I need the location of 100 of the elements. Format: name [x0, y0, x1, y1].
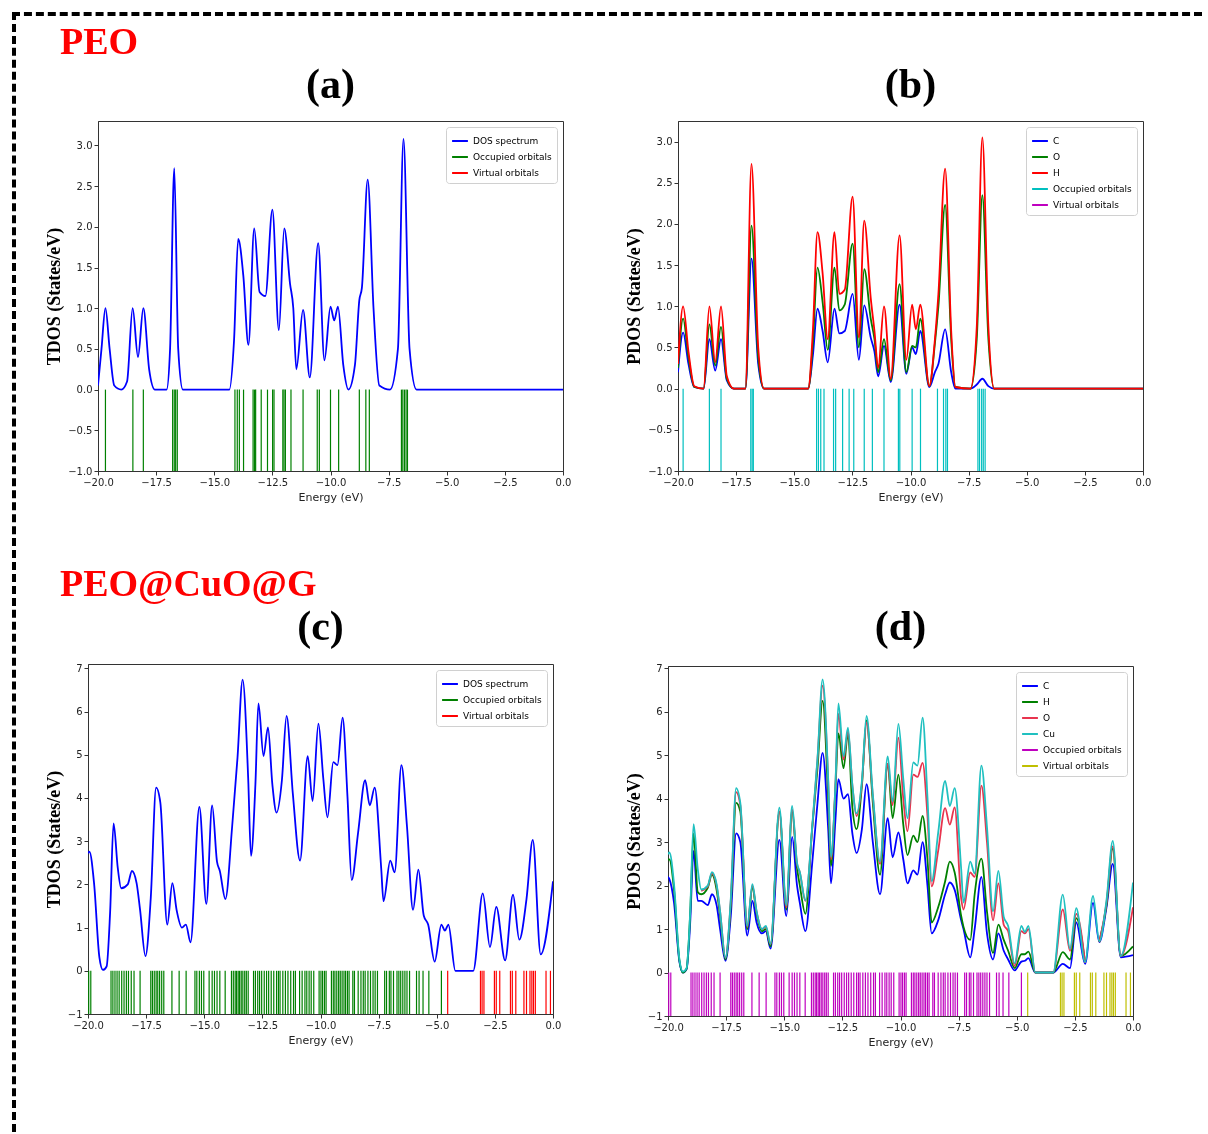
legend-label: Occupied orbitals — [1043, 745, 1122, 755]
x-tick-label: −5.0 — [425, 1019, 450, 1031]
x-tick-label: −7.5 — [376, 476, 402, 488]
y-tick-label: 1.0 — [656, 300, 673, 312]
y-tick-label: 5 — [656, 749, 663, 761]
x-tick-label: −15.0 — [769, 1021, 801, 1033]
y-tick-label: 2.5 — [76, 180, 93, 192]
text: PEO@CuO@G — [60, 562, 317, 604]
y-tick-label: 2 — [656, 880, 663, 892]
x-tick-label: −20.0 — [653, 1021, 684, 1033]
x-tick-label: −17.5 — [131, 1019, 162, 1031]
chart-title: (d) — [874, 603, 927, 651]
x-tick-label: −12.5 — [257, 476, 289, 488]
y-tick-label: 3.0 — [76, 139, 93, 151]
y-tick-label: 2.0 — [76, 221, 93, 233]
x-tick-label: 0.0 — [545, 1019, 562, 1031]
legend-label: Virtual orbitals — [1043, 761, 1110, 771]
y-tick-label: 5 — [76, 749, 83, 761]
legend-label: Virtual orbitals — [473, 168, 540, 178]
y-tick-label: 1.5 — [76, 262, 93, 274]
x-tick-label: 0.0 — [555, 476, 572, 488]
x-tick-label: −10.0 — [315, 476, 347, 488]
x-tick-label: −12.5 — [247, 1019, 279, 1031]
legend-label: O — [1043, 713, 1051, 723]
y-tick-label: 0.0 — [656, 383, 673, 395]
x-tick-label: −15.0 — [189, 1019, 221, 1031]
y-tick-label: 1.5 — [656, 259, 673, 271]
x-axis-title: Energy (eV) — [878, 490, 944, 504]
x-tick-label: 0.0 — [1135, 476, 1152, 488]
x-tick-label: −2.5 — [483, 1019, 508, 1031]
x-tick-label: −20.0 — [663, 476, 694, 488]
y-tick-label: 7 — [656, 662, 663, 674]
legend-label: C — [1043, 681, 1050, 691]
y-tick-label: 7 — [76, 662, 83, 674]
legend-label: Virtual orbitals — [463, 711, 530, 721]
y-tick-label: 1.0 — [76, 302, 93, 314]
legend-label: Virtual orbitals — [1053, 200, 1120, 210]
y-tick-label: 6 — [656, 706, 663, 718]
x-tick-label: −20.0 — [83, 476, 114, 488]
y-tick-label: 4 — [76, 792, 83, 804]
y-tick-label: 0.5 — [656, 341, 673, 353]
y-tick-label: 0 — [656, 967, 663, 979]
x-tick-label: −15.0 — [199, 476, 231, 488]
legend-label: Occupied orbitals — [473, 152, 552, 162]
x-tick-label: −2.5 — [1073, 476, 1098, 488]
y-tick-label: −1.0 — [68, 465, 93, 477]
x-tick-label: −10.0 — [305, 1019, 337, 1031]
x-tick-label: −7.5 — [946, 1021, 972, 1033]
x-tick-label: −20.0 — [73, 1019, 104, 1031]
legend-label: O — [1053, 152, 1061, 162]
x-tick-label: −5.0 — [1015, 476, 1040, 488]
y-tick-label: −1.0 — [648, 465, 673, 477]
y-tick-label: 2.5 — [656, 177, 673, 189]
y-tick-label: 2.0 — [656, 218, 673, 230]
x-tick-label: −12.5 — [827, 1021, 859, 1033]
legend-label: C — [1053, 136, 1060, 146]
chart-title: (c) — [297, 603, 344, 651]
x-tick-label: −10.0 — [885, 1021, 917, 1033]
y-tick-label: 3 — [656, 836, 663, 848]
x-tick-label: −7.5 — [956, 476, 982, 488]
legend-label: DOS spectrum — [463, 679, 529, 689]
x-tick-label: −2.5 — [493, 476, 518, 488]
y-tick-label: 0.0 — [76, 384, 93, 396]
legend-label: Cu — [1043, 729, 1055, 739]
x-tick-label: −17.5 — [711, 1021, 742, 1033]
y-axis-title: PDOS (States/eV) — [624, 228, 646, 365]
x-tick-label: −10.0 — [895, 476, 927, 488]
text: PEO — [60, 20, 139, 62]
chart-title: (a) — [306, 61, 355, 108]
y-tick-label: −0.5 — [648, 424, 673, 436]
chart-title: (b) — [884, 61, 937, 108]
x-tick-label: −12.5 — [837, 476, 869, 488]
y-tick-label: 0.5 — [76, 343, 93, 355]
x-tick-label: −17.5 — [721, 476, 752, 488]
x-tick-label: −5.0 — [435, 476, 460, 488]
y-tick-label: 2 — [76, 878, 83, 890]
x-tick-label: −7.5 — [366, 1019, 392, 1031]
x-tick-label: −2.5 — [1063, 1021, 1088, 1033]
x-axis-title: Energy (eV) — [298, 490, 364, 504]
y-tick-label: 3 — [76, 835, 83, 847]
y-axis-title: TDOS (States/eV) — [44, 227, 66, 366]
x-axis-title: Energy (eV) — [288, 1033, 354, 1047]
y-axis-title: TDOS (States/eV) — [43, 770, 65, 909]
y-axis-title: PDOS (States/eV) — [623, 773, 645, 910]
legend-label: H — [1043, 697, 1050, 707]
x-tick-label: −5.0 — [1005, 1021, 1030, 1033]
y-tick-label: −1 — [67, 1008, 83, 1020]
x-tick-label: −15.0 — [779, 476, 811, 488]
y-tick-label: 3.0 — [656, 136, 673, 148]
y-tick-label: −1 — [647, 1010, 663, 1022]
x-tick-label: −17.5 — [141, 476, 172, 488]
y-tick-label: 4 — [656, 793, 663, 805]
legend-label: DOS spectrum — [473, 136, 539, 146]
y-tick-label: 1 — [76, 922, 83, 934]
y-tick-label: −0.5 — [68, 424, 93, 436]
legend-label: Occupied orbitals — [463, 695, 542, 705]
y-tick-label: 6 — [76, 706, 83, 718]
x-tick-label: 0.0 — [1125, 1021, 1142, 1033]
y-tick-label: 1 — [656, 923, 663, 935]
legend-label: H — [1053, 168, 1060, 178]
